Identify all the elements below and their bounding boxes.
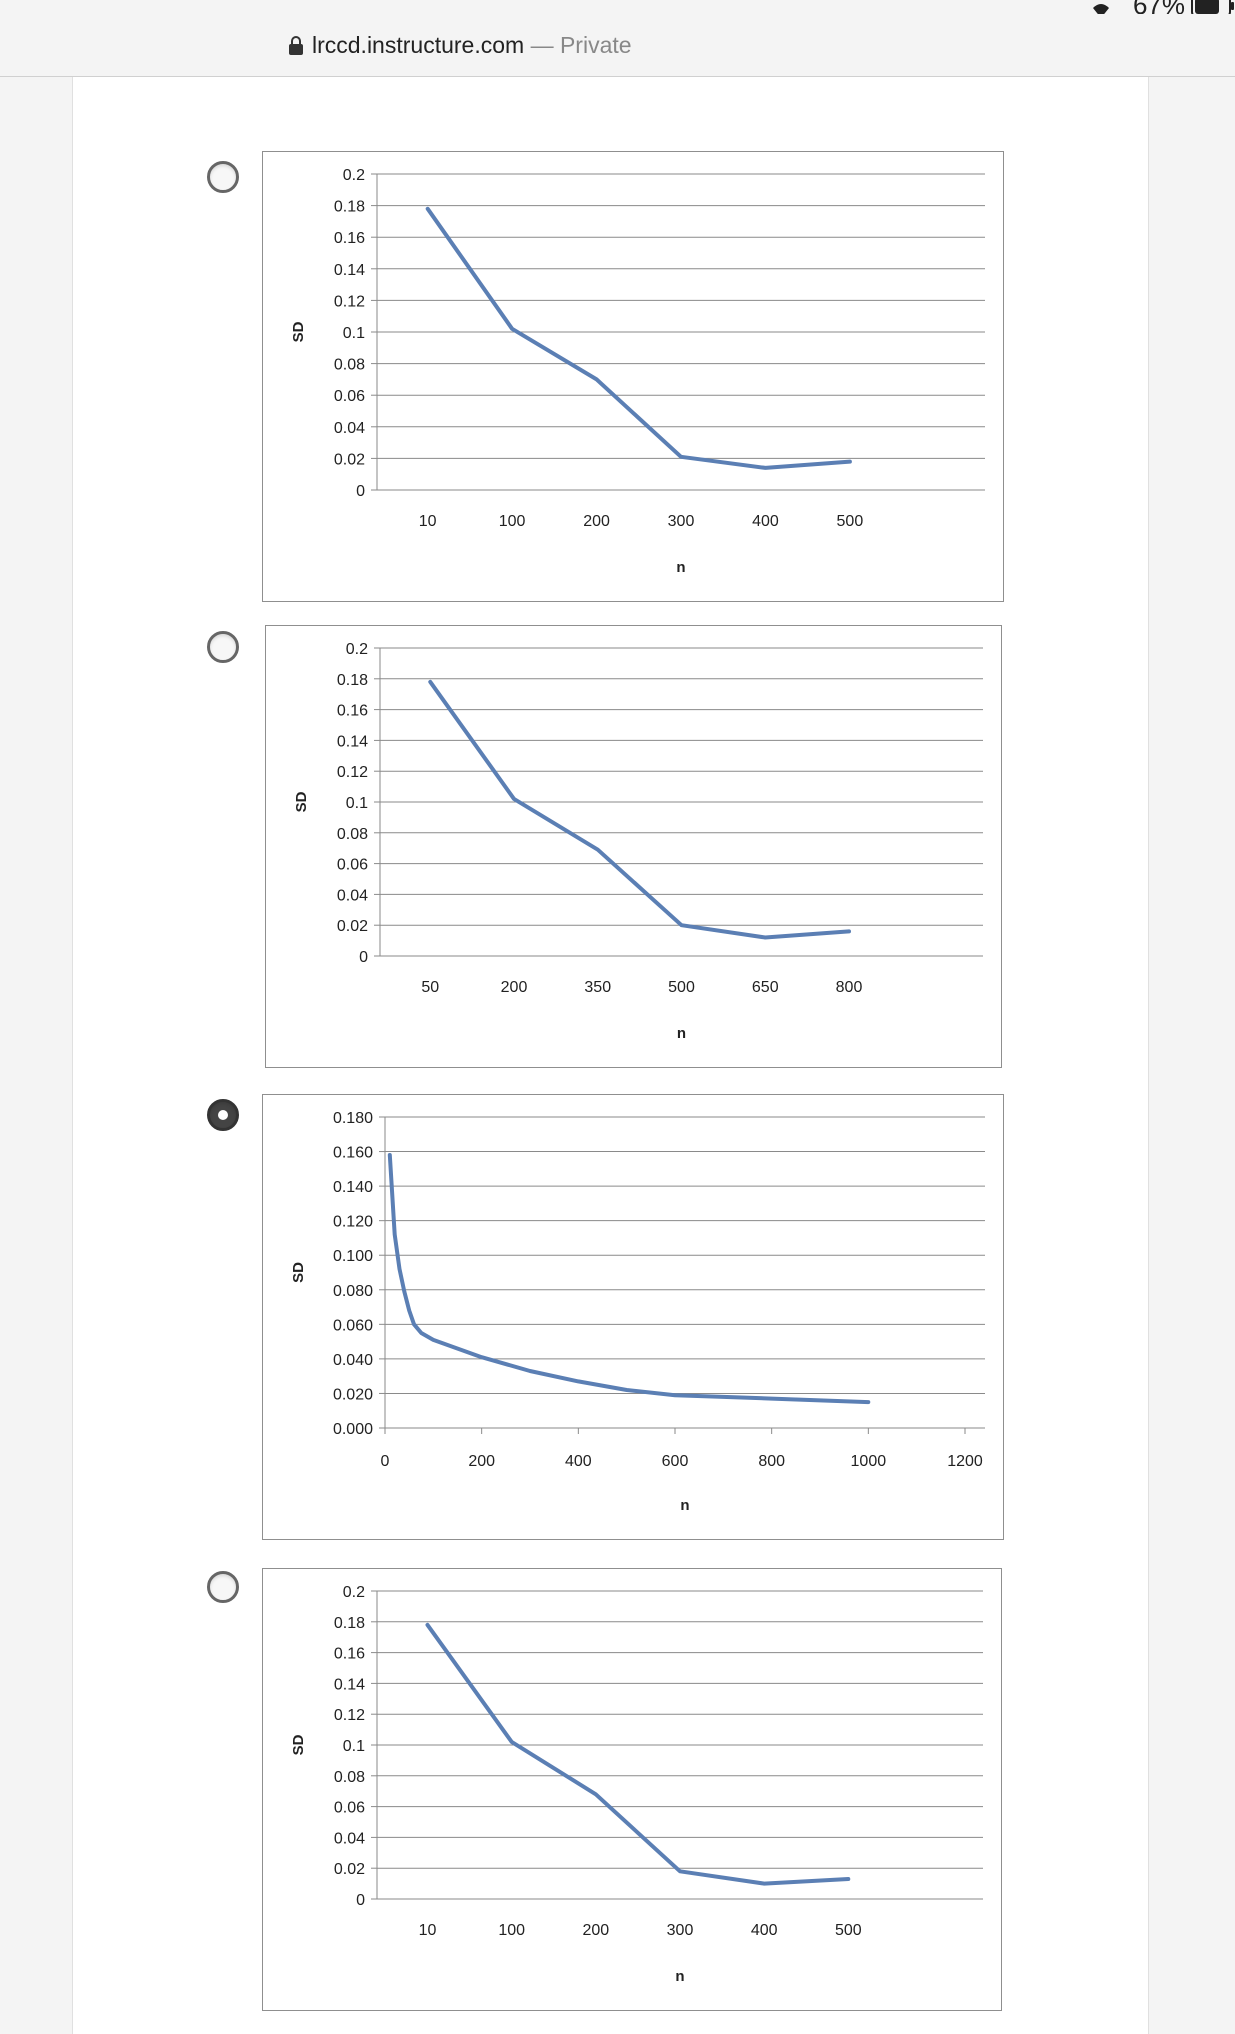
y-tick-label: 0.16: [337, 703, 368, 720]
url-separator: —: [530, 32, 554, 58]
private-mode-label: Private: [559, 32, 632, 58]
chart-option-1: 0 0.02 0.04 0.06 0.08 0.1 0.12 0.14 0.16 0.18 0.2 1…: [262, 151, 1004, 602]
wifi-icon: [1093, 4, 1109, 18]
x-tick-label: 10: [419, 513, 437, 530]
x-axis-title: n: [676, 559, 685, 576]
x-axis-title: n: [677, 1025, 686, 1042]
y-tick-label: 0.14: [334, 1676, 365, 1693]
quiz-page: 0 0.02 0.04 0.06 0.08 0.1 0.12 0.14 0.16 0.18 0.2 1…: [72, 77, 1149, 2034]
x-axis-title: n: [675, 1968, 684, 1985]
y-tick-label: 0.18: [334, 199, 365, 216]
answer-radio-2[interactable]: [207, 631, 239, 663]
x-tick-label: 100: [499, 513, 526, 530]
x-tick-label: 1200: [947, 1453, 983, 1470]
y-tick-label: 0.06: [337, 857, 368, 874]
y-tick-label: 0: [356, 483, 365, 500]
x-tick-label: 800: [758, 1453, 785, 1470]
y-tick-label: 0.12: [334, 1707, 365, 1724]
y-tick-label: 0.08: [334, 1769, 365, 1786]
x-tick-label: 10: [419, 1922, 437, 1939]
y-tick-label: 0.04: [334, 420, 365, 437]
lock-icon: [289, 36, 303, 55]
y-tick-label: 0.180: [333, 1110, 373, 1127]
x-tick-label: 600: [662, 1453, 689, 1470]
y-tick-label: 0.14: [334, 262, 365, 279]
y-tick-label: 0: [359, 949, 368, 966]
x-tick-label: 0: [381, 1453, 390, 1470]
y-tick-label: 0.000: [333, 1421, 373, 1438]
x-tick-label: 400: [751, 1922, 778, 1939]
y-axis-title: SD: [290, 1262, 307, 1283]
chart-option-4: 0 0.02 0.04 0.06 0.08 0.1 0.12 0.14 0.16 0.18 0.2 1…: [262, 1568, 1002, 2011]
y-tick-label: 0.12: [337, 764, 368, 781]
y-tick-label: 0.020: [333, 1386, 373, 1403]
x-tick-label: 400: [565, 1453, 592, 1470]
y-tick-label: 0.160: [333, 1145, 373, 1162]
x-tick-label: 200: [468, 1453, 495, 1470]
url-display[interactable]: lrccd.instructure.com — Private: [312, 32, 632, 59]
answer-radio-3[interactable]: [207, 1099, 239, 1131]
y-tick-label: 0.16: [334, 1646, 365, 1663]
series-line: [425, 206, 852, 470]
x-tick-label: 1000: [851, 1453, 887, 1470]
browser-url-bar[interactable]: lrccd.instructure.com — Private: [0, 14, 1235, 77]
x-tick-label: 400: [752, 513, 779, 530]
x-tick-label: 300: [668, 513, 695, 530]
y-tick-label: 0.040: [333, 1352, 373, 1369]
y-tick-label: 0.2: [343, 167, 365, 184]
y-tick-label: 0.04: [337, 887, 368, 904]
chart-option-2: 0 0.02 0.04 0.06 0.08 0.1 0.12 0.14 0.16 0.18 0.2 5…: [265, 625, 1002, 1068]
y-tick-label: 0.12: [334, 293, 365, 310]
x-tick-label: 50: [421, 979, 439, 996]
y-tick-label: 0.060: [333, 1317, 373, 1334]
x-tick-label: 500: [668, 979, 695, 996]
y-tick-label: 0.08: [334, 357, 365, 374]
y-tick-label: 0.08: [337, 826, 368, 843]
x-tick-label: 200: [582, 1922, 609, 1939]
y-tick-label: 0.140: [333, 1179, 373, 1196]
y-tick-label: 0.02: [334, 451, 365, 468]
y-tick-label: 0.100: [333, 1248, 373, 1265]
x-tick-label: 350: [584, 979, 611, 996]
y-tick-label: 0.18: [337, 672, 368, 689]
series-line: [387, 1153, 871, 1405]
y-tick-label: 0.2: [346, 641, 368, 658]
x-tick-label: 200: [583, 513, 610, 530]
y-tick-label: 0.1: [343, 1738, 365, 1755]
y-tick-label: 0.080: [333, 1283, 373, 1300]
x-tick-label: 500: [835, 1922, 862, 1939]
chart-option-3: 0.000 0.020 0.040 0.060 0.080 0.100 0.120 0.140…: [262, 1094, 1004, 1540]
y-tick-label: 0.18: [334, 1615, 365, 1632]
y-tick-label: 0.16: [334, 230, 365, 247]
y-tick-label: 0.1: [346, 795, 368, 812]
x-tick-label: 300: [667, 1922, 694, 1939]
x-tick-label: 500: [837, 513, 864, 530]
url-domain: lrccd.instructure.com: [312, 32, 525, 58]
x-tick-label: 800: [836, 979, 863, 996]
x-axis-title: n: [680, 1497, 689, 1514]
status-bar: 67%: [0, 0, 1235, 20]
y-axis-title: SD: [293, 791, 310, 812]
y-tick-label: 0.1: [343, 325, 365, 342]
y-tick-label: 0.2: [343, 1584, 365, 1601]
y-tick-label: 0.06: [334, 388, 365, 405]
y-axis-title: SD: [290, 1734, 307, 1755]
y-tick-label: 0.06: [334, 1800, 365, 1817]
x-tick-label: 100: [498, 1922, 525, 1939]
series-line: [428, 679, 851, 940]
y-tick-label: 0.02: [337, 918, 368, 935]
answer-radio-4[interactable]: [207, 1571, 239, 1603]
y-axis-title: SD: [290, 321, 307, 342]
series-line: [425, 1622, 851, 1886]
y-tick-label: 0.14: [337, 733, 368, 750]
x-tick-label: 650: [752, 979, 779, 996]
y-tick-label: 0: [356, 1892, 365, 1909]
x-tick-label: 200: [501, 979, 528, 996]
answer-radio-1[interactable]: [207, 161, 239, 193]
y-tick-label: 0.120: [333, 1214, 373, 1231]
y-tick-label: 0.02: [334, 1861, 365, 1878]
y-tick-label: 0.04: [334, 1830, 365, 1847]
